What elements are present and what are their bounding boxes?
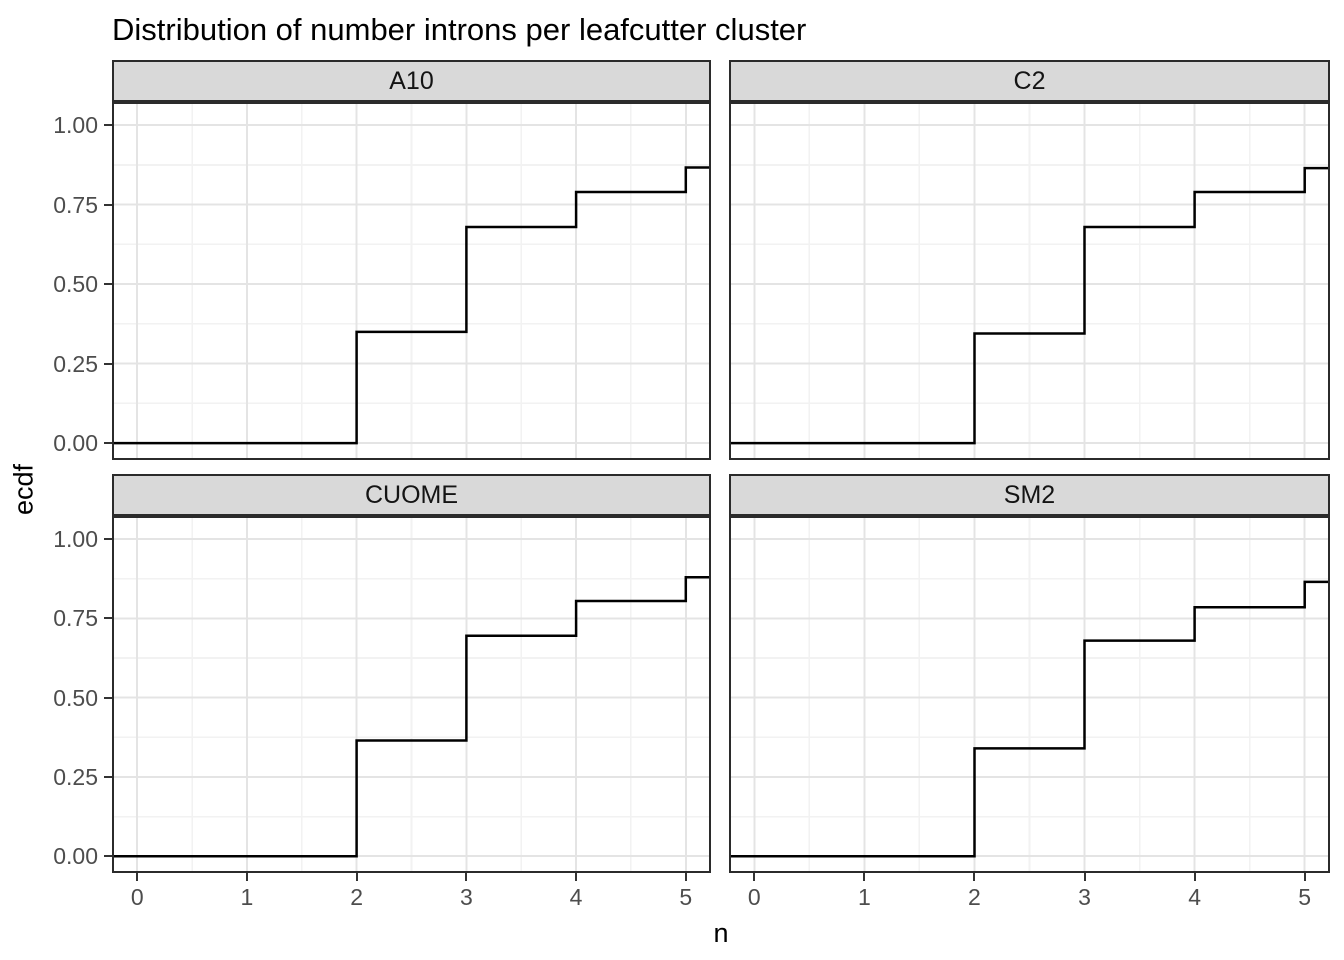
x-tick-mark xyxy=(245,873,248,881)
x-tick-label: 4 xyxy=(1188,884,1201,910)
facet-strip-c2: C2 xyxy=(729,60,1330,102)
ecdf-panel-canvas xyxy=(729,102,1330,460)
x-tick-mark xyxy=(575,873,578,881)
panel-border xyxy=(112,516,711,873)
y-tick-label: 0.00 xyxy=(53,843,98,870)
facet-strip-label: C2 xyxy=(1013,66,1046,95)
facet-panel-c2 xyxy=(729,102,1330,460)
panel-border xyxy=(729,516,1330,873)
x-tick-label: 3 xyxy=(459,884,473,910)
ecdf-step-curve xyxy=(112,575,711,858)
y-tick-label: 0.25 xyxy=(53,763,98,790)
y-tick-mark xyxy=(104,696,112,699)
facet-panel-sm2 xyxy=(729,516,1330,873)
x-tick-mark xyxy=(684,873,687,881)
y-tick-label: 0.75 xyxy=(53,605,98,632)
y-tick-label: 1.00 xyxy=(53,112,98,139)
y-tick-mark xyxy=(104,442,112,445)
x-tick-mark xyxy=(1193,873,1196,881)
facet-panel-cuome xyxy=(112,516,711,873)
plot-title: Distribution of number introns per leafc… xyxy=(112,12,807,47)
x-tick-mark xyxy=(1083,873,1086,881)
y-tick-mark xyxy=(104,855,112,858)
facet-strip-label: A10 xyxy=(389,66,434,95)
x-tick-mark xyxy=(465,873,468,881)
ecdf-panel-canvas xyxy=(112,102,711,460)
y-tick-mark xyxy=(104,538,112,541)
panel-border xyxy=(729,102,1330,460)
y-tick-mark xyxy=(104,283,112,286)
ecdf-panel-canvas xyxy=(112,516,711,873)
x-tick-mark xyxy=(355,873,358,881)
x-tick-mark xyxy=(863,873,866,881)
x-tick-label: 2 xyxy=(350,884,364,910)
y-tick-mark xyxy=(104,124,112,127)
facet-panel-a10 xyxy=(112,102,711,460)
x-tick-mark xyxy=(973,873,976,881)
y-tick-mark xyxy=(104,362,112,365)
y-tick-label: 0.00 xyxy=(53,430,98,457)
x-tick-label: 5 xyxy=(679,884,693,910)
facet-strip-cuome: CUOME xyxy=(112,474,711,516)
y-tick-label: 1.00 xyxy=(53,526,98,553)
facet-strip-sm2: SM2 xyxy=(729,474,1330,516)
facet-strip-a10: A10 xyxy=(112,60,711,102)
y-tick-label: 0.75 xyxy=(53,191,98,218)
x-tick-mark xyxy=(753,873,756,881)
facet-strip-label: CUOME xyxy=(364,480,459,509)
y-tick-label: 0.50 xyxy=(53,684,98,711)
x-tick-label: 5 xyxy=(1298,884,1312,910)
ecdf-panel-canvas xyxy=(729,516,1330,873)
ecdf-step-curve xyxy=(112,166,711,445)
y-tick-mark xyxy=(104,203,112,206)
x-tick-label: 1 xyxy=(857,884,871,910)
ecdf-step-curve xyxy=(729,580,1330,858)
x-tick-mark xyxy=(136,873,139,881)
x-tick-label: 1 xyxy=(240,884,254,910)
y-tick-mark xyxy=(104,617,112,620)
y-tick-mark xyxy=(104,775,112,778)
x-tick-label: 2 xyxy=(968,884,981,910)
ecdf-step-curve xyxy=(729,166,1330,445)
facet-strip-label: SM2 xyxy=(1003,480,1056,509)
panel-border xyxy=(112,102,711,460)
x-axis-title: n xyxy=(713,918,729,948)
y-tick-label: 0.50 xyxy=(53,271,98,298)
x-tick-label: 0 xyxy=(747,884,761,910)
y-tick-label: 0.25 xyxy=(53,350,98,377)
x-tick-label: 0 xyxy=(130,884,144,910)
x-tick-label: 4 xyxy=(569,884,583,910)
x-tick-mark xyxy=(1303,873,1306,881)
x-tick-label: 3 xyxy=(1078,884,1091,910)
